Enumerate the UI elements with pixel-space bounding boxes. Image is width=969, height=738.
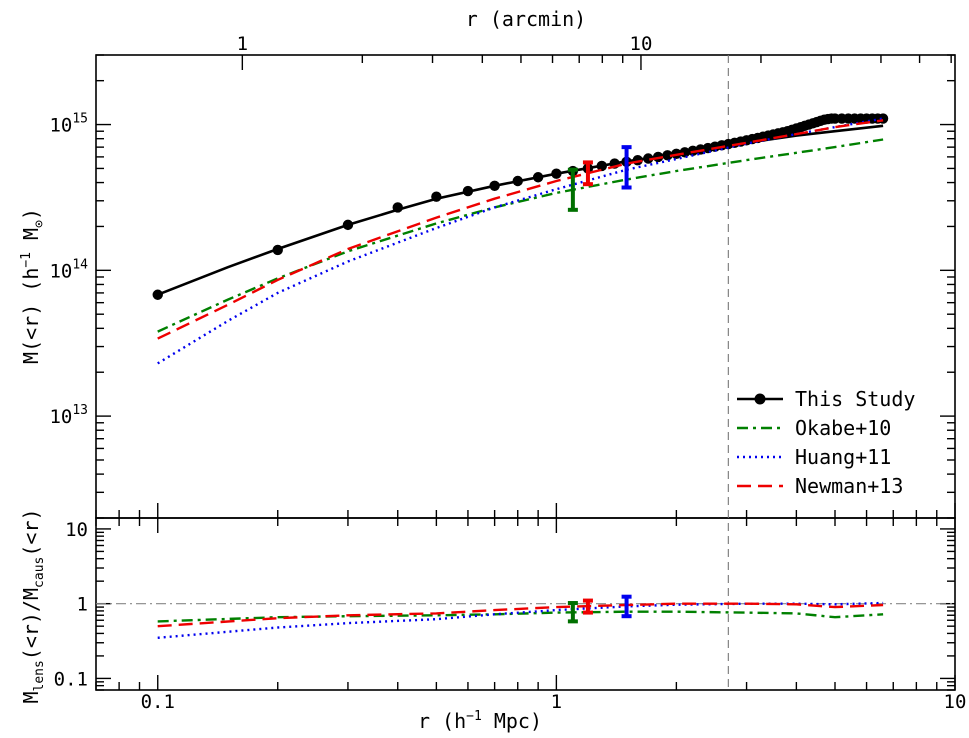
upper-line-this-study bbox=[157, 124, 884, 296]
upper-y-axis-title: M(<r) (h−1 M⊙) bbox=[19, 208, 47, 364]
upper-point-this-study bbox=[462, 185, 474, 197]
upper-panel-series bbox=[152, 113, 889, 365]
lower-y-title-mid: (<r)/M bbox=[19, 588, 43, 660]
upper-point-this-study bbox=[342, 219, 354, 231]
lower-y-tick-label: 0.1 bbox=[54, 668, 88, 690]
tick-base: 10 bbox=[49, 406, 72, 428]
upper-point-this-study bbox=[596, 160, 607, 172]
tick-base: 10 bbox=[49, 115, 72, 137]
x-title-sup: −1 bbox=[466, 709, 482, 724]
legend-label: Huang+11 bbox=[795, 445, 891, 469]
x-axis-title: r (h−1 Mpc) bbox=[418, 709, 542, 733]
x-title-main: r (h bbox=[418, 709, 466, 733]
lower-y-tick-label: 1 bbox=[77, 594, 88, 616]
upper-line-huang-11 bbox=[157, 117, 884, 365]
upper-y-title-sun: ⊙ bbox=[32, 220, 47, 228]
upper-y-tick-label: 1015 bbox=[49, 112, 88, 137]
upper-y-title-close: ) bbox=[19, 208, 43, 220]
top-axis-title: r (arcmin) bbox=[466, 7, 586, 31]
legend-label: Okabe+10 bbox=[795, 416, 891, 440]
upper-point-this-study bbox=[532, 172, 544, 183]
upper-point-this-study bbox=[551, 168, 562, 179]
upper-point-this-study bbox=[512, 175, 523, 187]
upper-point-this-study bbox=[392, 202, 403, 213]
tick-exponent: 13 bbox=[72, 403, 88, 418]
upper-point-this-study bbox=[489, 180, 500, 192]
legend: This Study Okabe+10 Huang+11 Newman+13 bbox=[737, 387, 915, 498]
upper-line-okabe-10 bbox=[157, 138, 884, 333]
legend-marker bbox=[754, 393, 766, 405]
tick-base: 10 bbox=[49, 260, 72, 282]
legend-label: This Study bbox=[795, 387, 915, 411]
lower-y-axis-title: Mlens(<r)/Mcaus(<r) bbox=[19, 508, 47, 703]
axis-ticks bbox=[95, 54, 956, 691]
x-tick-label: 10 bbox=[944, 691, 967, 713]
tick-exponent: 14 bbox=[72, 257, 88, 272]
top-x-tick-label: 10 bbox=[630, 33, 653, 55]
x-title-close: Mpc) bbox=[482, 709, 542, 733]
upper-point-this-study bbox=[662, 150, 673, 161]
x-tick-label: 1 bbox=[551, 691, 562, 713]
top-x-tick-label: 1 bbox=[237, 33, 248, 55]
tick-exponent: 15 bbox=[72, 112, 88, 127]
lower-line-newman-13 bbox=[157, 602, 884, 628]
reference-lines bbox=[96, 55, 955, 690]
upper-y-title-sup: −1 bbox=[19, 252, 34, 268]
upper-point-this-study bbox=[152, 289, 163, 300]
lower-y-tick-label: 10 bbox=[65, 519, 88, 541]
lower-panel-series bbox=[157, 594, 884, 639]
lower-y-title-sub-caus: caus bbox=[32, 557, 47, 588]
upper-y-title-main: M(<r) (h bbox=[19, 268, 43, 364]
lower-y-title-sub-lens: lens bbox=[32, 660, 47, 691]
upper-line-newman-13 bbox=[157, 119, 884, 340]
lower-y-title-end: (<r) bbox=[19, 508, 43, 556]
upper-y-tick-label: 1013 bbox=[49, 403, 88, 428]
upper-point-this-study bbox=[877, 113, 889, 124]
lower-y-title-m1: M bbox=[19, 692, 43, 704]
upper-point-this-study bbox=[272, 244, 283, 256]
x-tick-label: 0.1 bbox=[141, 691, 175, 713]
upper-point-this-study bbox=[431, 191, 442, 202]
upper-point-this-study bbox=[643, 153, 654, 164]
legend-label: Newman+13 bbox=[795, 474, 903, 498]
upper-y-title-unit: M bbox=[19, 228, 43, 252]
upper-y-tick-label: 1014 bbox=[49, 257, 88, 282]
